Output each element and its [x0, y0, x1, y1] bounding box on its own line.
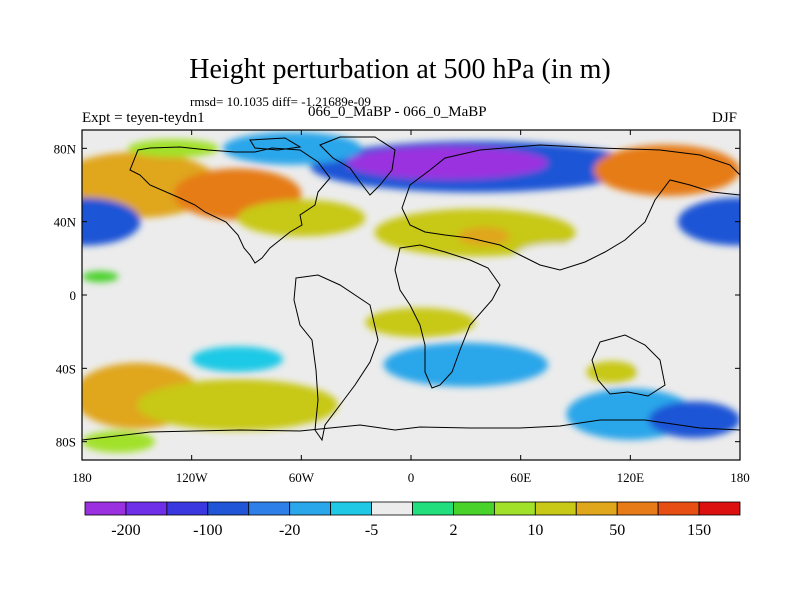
colorbar: -200 -100 -20 -5 2 10 50 150: [84, 501, 741, 539]
anomaly-region-17: [191, 346, 284, 372]
anomaly-region-2: [237, 199, 366, 237]
y-tick-label-1: 40N: [54, 215, 77, 230]
colorbar-swatch-15: [698, 501, 741, 516]
colorbar-label-1: -100: [193, 522, 222, 539]
x-tick-label-0: 180: [72, 470, 92, 485]
rmsd-stats-label: rmsd= 10.1035 diff= -1.21689e-09: [190, 94, 371, 109]
colorbar-swatch-9: [453, 501, 495, 516]
y-tick-label-2: 0: [70, 288, 77, 303]
colorbar-label-0: -200: [111, 522, 140, 539]
season-label: DJF: [712, 110, 738, 126]
colorbar-label-4: 2: [449, 522, 457, 539]
anomaly-region-24: [136, 379, 338, 431]
anomaly-region-20: [639, 353, 731, 384]
y-tick-label-4: 80S: [56, 435, 76, 450]
x-tick-label-2: 60W: [289, 470, 315, 485]
colorbar-swatch-11: [534, 501, 577, 516]
anomaly-region-22: [648, 401, 740, 438]
anomaly-region-19: [586, 361, 638, 383]
anomaly-region-14: [365, 307, 475, 338]
x-tick-label-4: 60E: [510, 470, 531, 485]
colorbar-swatch-3: [207, 501, 250, 516]
anomaly-region-6: [347, 146, 549, 180]
anomaly-region-11: [82, 197, 141, 246]
anomaly-region-25: [82, 430, 156, 453]
colorbar-swatch-5: [289, 501, 332, 516]
anomaly-region-18: [383, 342, 549, 387]
x-tick-label-1: 120W: [176, 470, 209, 485]
colorbar-label-7: 150: [687, 522, 711, 539]
axes-layer: 180 120W 60W 0 60E 120E 180 80N 40N 0 40S 80S: [54, 130, 750, 485]
anomaly-region-13: [82, 271, 119, 283]
colorbar-swatch-8: [412, 501, 454, 516]
anomaly-region-10: [677, 197, 740, 246]
colorbar-swatch-10: [493, 501, 536, 516]
anomaly-region-9: [593, 144, 740, 196]
colorbar-swatch-6: [330, 501, 372, 516]
anomaly-region-12: [517, 243, 598, 266]
colorbar-swatch-14: [657, 501, 700, 516]
colorbar-label-6: 50: [609, 522, 625, 539]
colorbar-swatch-1: [125, 501, 168, 516]
runs-label: 066_0_MaBP - 066_0_MaBP: [308, 104, 487, 120]
colorbar-swatch-13: [616, 501, 659, 516]
colorbar-swatch-0: [84, 501, 127, 516]
colorbar-swatch-2: [166, 501, 209, 516]
y-tick-label-0: 80N: [54, 141, 77, 156]
x-tick-label-5: 120E: [617, 470, 645, 485]
colorbar-swatch-7: [371, 501, 413, 516]
colorbar-swatch-12: [575, 501, 618, 516]
anomaly-region-15: [520, 307, 722, 338]
y-tick-label-3: 40S: [56, 361, 76, 376]
colorbar-label-2: -20: [279, 522, 300, 539]
anomaly-region-4: [458, 227, 510, 246]
colorbar-label-5: 10: [527, 522, 543, 539]
colorbar-label-3: -5: [365, 522, 378, 539]
anomaly-region-16: [82, 311, 146, 334]
colorbar-swatch-4: [248, 501, 291, 516]
anomaly-region-8: [127, 139, 220, 158]
chart-title: Height perturbation at 500 hPa (in m): [189, 54, 611, 85]
experiment-label: Expt = teyen-teydn1: [82, 110, 205, 126]
coastline-layer: [82, 136, 740, 442]
x-tick-label-6: 180: [730, 470, 750, 485]
x-tick-label-3: 0: [408, 470, 415, 485]
